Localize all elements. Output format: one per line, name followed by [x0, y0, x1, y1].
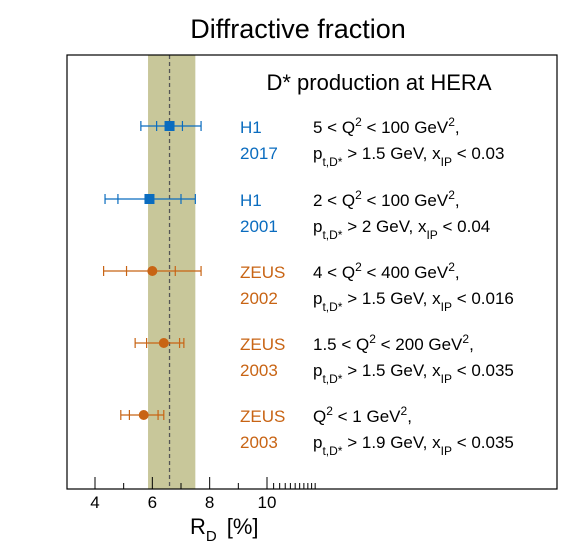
data-point-1 — [140, 121, 202, 131]
data-point-5 — [120, 410, 165, 420]
point-labels: H1 2017 5 < Q2 < 100 GeV2, pt,D* > 1.5 GeV,… — [240, 115, 514, 458]
q2-range-label: 2 < Q2 < 100 GeV2, — [313, 188, 460, 210]
marker-square — [164, 121, 175, 131]
data-point-2 — [104, 194, 196, 204]
year-label: 2003 — [240, 361, 278, 380]
marker-circle — [158, 338, 169, 348]
experiment-label: ZEUS — [240, 407, 285, 426]
cuts-label: pt,D* > 1.9 GeV, xIP < 0.035 — [313, 433, 514, 458]
plot-area — [102, 55, 202, 489]
x-tick-label: 10 — [258, 493, 277, 512]
year-label: 2002 — [240, 289, 278, 308]
chart-subtitle: D* production at HERA — [267, 70, 492, 95]
cuts-label: pt,D* > 1.5 GeV, xIP < 0.016 — [313, 289, 514, 314]
cuts-label: pt,D* > 1.5 GeV, xIP < 0.035 — [313, 361, 514, 386]
q2-range-label: 1.5 < Q2 < 200 GeV2, — [313, 332, 474, 354]
data-point-4 — [134, 338, 185, 348]
experiment-label: ZEUS — [240, 335, 285, 354]
q2-range-label: Q2 < 1 GeV2, — [313, 404, 412, 426]
chart-title: Diffractive fraction — [190, 14, 406, 44]
year-label: 2003 — [240, 433, 278, 452]
cuts-label: pt,D* > 2 GeV, xIP < 0.04 — [313, 217, 490, 242]
experiment-label: H1 — [240, 118, 262, 137]
experiment-label: H1 — [240, 191, 262, 210]
x-tick-label: 6 — [148, 493, 157, 512]
marker-circle — [138, 410, 149, 420]
year-label: 2017 — [240, 144, 278, 163]
data-point-3 — [102, 266, 202, 276]
x-axis: 4 6 8 10 — [90, 477, 316, 512]
x-tick-label: 8 — [205, 493, 214, 512]
x-axis-label: RD [%] — [190, 514, 259, 544]
cuts-label: pt,D* > 1.5 GeV, xIP < 0.03 — [313, 144, 504, 169]
q2-range-label: 5 < Q2 < 100 GeV2, — [313, 115, 460, 137]
plot-frame — [66, 54, 558, 490]
marker-circle — [147, 266, 158, 276]
marker-square — [144, 194, 155, 204]
x-tick-label: 4 — [90, 493, 99, 512]
q2-range-label: 4 < Q2 < 400 GeV2, — [313, 260, 460, 282]
experiment-label: ZEUS — [240, 263, 285, 282]
year-label: 2001 — [240, 217, 278, 236]
